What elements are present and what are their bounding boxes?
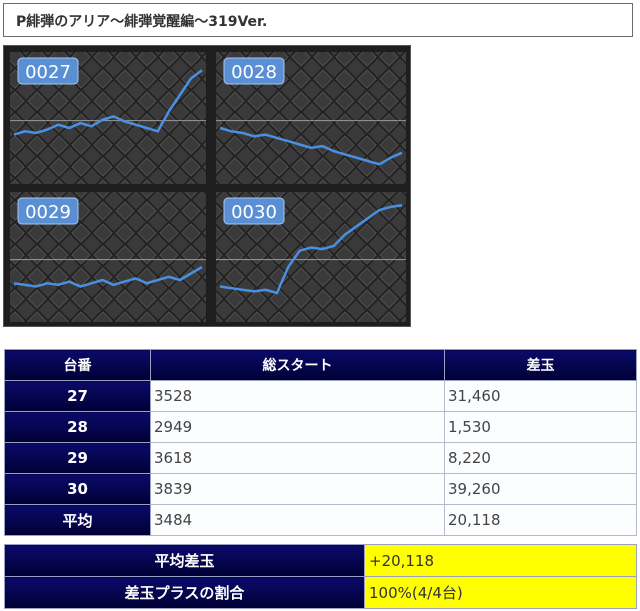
summary-row-plus-ratio: 差玉プラスの割合 100%(4/4台) bbox=[4, 576, 637, 609]
average-diff-value: +20,118 bbox=[364, 544, 637, 577]
total-start: 2949 bbox=[150, 411, 445, 443]
average-total-start: 3484 bbox=[150, 504, 445, 536]
graph-label-0030: 0030 bbox=[231, 202, 277, 223]
summary-table: 平均差玉 +20,118 差玉プラスの割合 100%(4/4台) bbox=[4, 544, 637, 609]
average-ball-difference: 20,118 bbox=[444, 504, 637, 536]
plus-ratio-label: 差玉プラスの割合 bbox=[4, 576, 365, 609]
slump-graph-panel: 0027 0028 0029 0030 bbox=[3, 45, 411, 327]
machine-number: 27 bbox=[4, 380, 151, 412]
average-label: 平均 bbox=[4, 504, 151, 536]
graph-label-box bbox=[17, 57, 79, 85]
ball-difference: 39,260 bbox=[444, 473, 637, 505]
ball-difference: 1,530 bbox=[444, 411, 637, 443]
header-ball-difference: 差玉 bbox=[444, 349, 637, 381]
machine-number: 28 bbox=[4, 411, 151, 443]
total-start: 3839 bbox=[150, 473, 445, 505]
summary-row-average-diff: 平均差玉 +20,118 bbox=[4, 544, 637, 577]
graph-label-box bbox=[223, 197, 285, 225]
graph-line-0028 bbox=[219, 126, 403, 166]
table-row: 27 3528 31,460 bbox=[4, 380, 637, 412]
table-row: 30 3839 39,260 bbox=[4, 473, 637, 505]
average-diff-label: 平均差玉 bbox=[4, 544, 365, 577]
total-start: 3528 bbox=[150, 380, 445, 412]
machine-number: 30 bbox=[4, 473, 151, 505]
graph-label-box bbox=[17, 197, 79, 225]
table-row: 28 2949 1,530 bbox=[4, 411, 637, 443]
page-title-box: P緋弾のアリア～緋弾覚醒編～319Ver. bbox=[3, 3, 633, 37]
graph-line-0027 bbox=[13, 69, 203, 136]
header-total-start: 総スタート bbox=[150, 349, 445, 381]
graph-line-0030 bbox=[219, 204, 403, 295]
slump-graph-canvas: 0027 0028 0029 0030 bbox=[4, 46, 410, 326]
graph-label-box bbox=[223, 57, 285, 85]
header-machine-number: 台番 bbox=[4, 349, 151, 381]
plus-ratio-value: 100%(4/4台) bbox=[364, 576, 637, 609]
table-row-average: 平均 3484 20,118 bbox=[4, 504, 637, 536]
graph-label-0029: 0029 bbox=[25, 202, 71, 223]
machine-data-table: 台番 総スタート 差玉 27 3528 31,460 28 2949 1,530… bbox=[4, 349, 637, 536]
graph-line-0029 bbox=[13, 265, 203, 288]
graph-label-0027: 0027 bbox=[25, 62, 71, 83]
table-header-row: 台番 総スタート 差玉 bbox=[4, 349, 637, 381]
machine-number: 29 bbox=[4, 442, 151, 474]
page-title: P緋弾のアリア～緋弾覚醒編～319Ver. bbox=[16, 14, 268, 30]
ball-difference: 8,220 bbox=[444, 442, 637, 474]
total-start: 3618 bbox=[150, 442, 445, 474]
table-row: 29 3618 8,220 bbox=[4, 442, 637, 474]
ball-difference: 31,460 bbox=[444, 380, 637, 412]
graph-label-0028: 0028 bbox=[231, 62, 277, 83]
